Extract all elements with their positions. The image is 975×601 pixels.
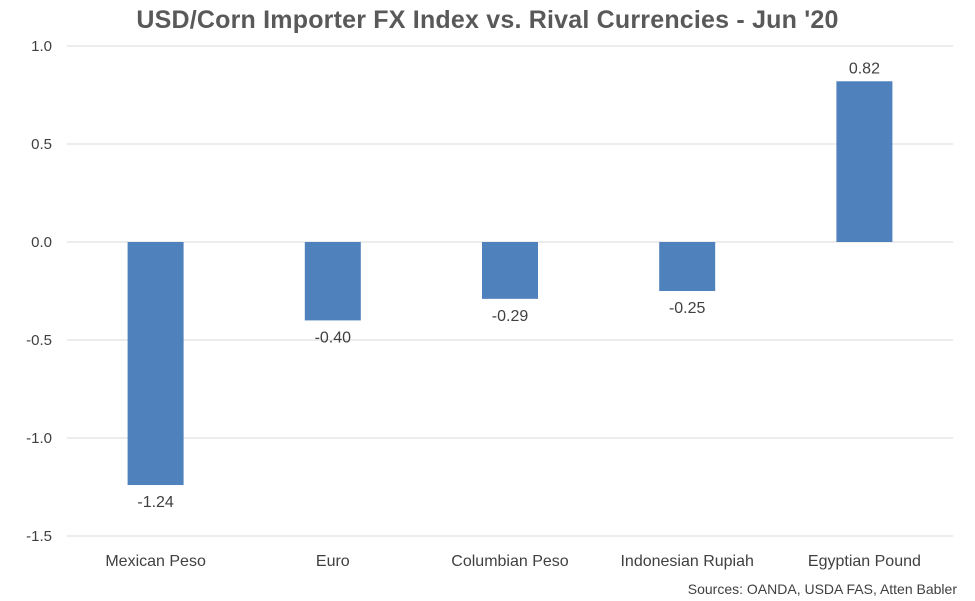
chart-title: USD/Corn Importer FX Index vs. Rival Cur… <box>136 6 839 34</box>
source-note: Sources: OANDA, USDA FAS, Atten Babler <box>687 581 957 597</box>
bar-columbian-peso <box>482 242 538 299</box>
y-tick-label: 1.0 <box>31 38 52 55</box>
bar-indonesian-rupiah <box>659 242 716 291</box>
y-tick-label: -1.0 <box>26 430 52 447</box>
bar-euro <box>304 242 361 321</box>
x-tick-label: Indonesian Rupiah <box>620 553 753 570</box>
x-tick-label: Euro <box>316 553 350 570</box>
bar-egyptian-pound <box>836 81 893 242</box>
bar-mexican-peso <box>127 242 184 486</box>
y-tick-label: 0.0 <box>31 234 52 251</box>
y-tick-label: -0.5 <box>26 332 52 349</box>
x-tick-label: Egyptian Pound <box>808 553 921 570</box>
data-label: -1.24 <box>137 494 174 511</box>
x-tick-label: Columbian Peso <box>451 553 569 570</box>
data-label: -0.25 <box>669 300 706 317</box>
data-label: -0.29 <box>492 308 529 325</box>
y-tick-label: -1.5 <box>26 528 52 545</box>
data-label: 0.82 <box>849 60 880 77</box>
y-tick-label: 0.5 <box>31 136 52 153</box>
data-label: -0.40 <box>315 329 352 346</box>
x-tick-label: Mexican Peso <box>105 553 206 570</box>
